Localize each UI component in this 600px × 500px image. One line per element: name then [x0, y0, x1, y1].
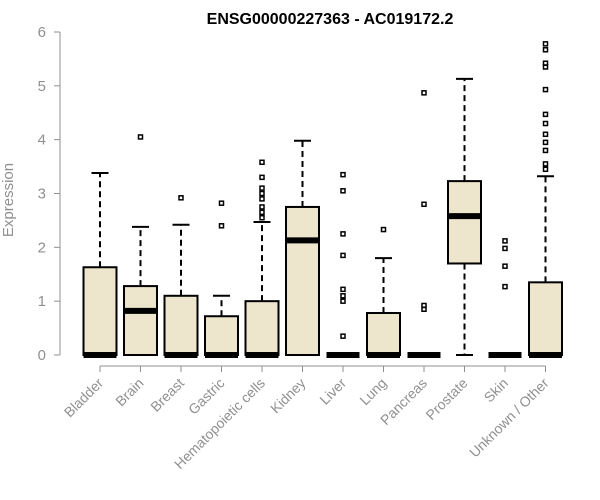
outlier-point	[502, 238, 508, 244]
x-tick-label: Prostate	[422, 375, 470, 423]
x-tick-label: Bladder	[61, 375, 107, 421]
box-group-prostate	[447, 77, 482, 356]
box-iqr	[528, 281, 563, 357]
x-tick-label: Kidney	[267, 375, 309, 417]
x-tick-label: Breast	[147, 375, 187, 415]
box-iqr	[447, 180, 482, 265]
outlier-point	[259, 214, 265, 221]
box-iqr	[82, 266, 118, 357]
box-group-hematopoietic-cells	[244, 159, 280, 358]
box-group-kidney	[285, 139, 320, 356]
outlier-point	[421, 302, 427, 309]
y-tick-label: 5	[38, 78, 46, 95]
y-tick-label: 2	[38, 239, 46, 256]
outlier-point	[542, 131, 549, 138]
box-group-liver	[326, 171, 360, 358]
outlier-point	[380, 226, 387, 233]
outlier-point	[259, 174, 265, 181]
y-tick-label: 1	[38, 293, 46, 310]
outlier-point	[340, 231, 346, 237]
outlier-point	[340, 188, 346, 194]
outlier-point	[259, 190, 265, 197]
box-iqr	[244, 300, 280, 356]
outlier-point	[542, 120, 549, 127]
outlier-point	[542, 60, 549, 66]
y-tick-label: 3	[38, 186, 46, 203]
outlier-point	[421, 90, 427, 96]
outlier-point	[542, 166, 549, 173]
outlier-point	[340, 171, 346, 178]
y-tick-label: 0	[38, 347, 46, 364]
outlier-point	[502, 283, 508, 290]
outlier-point	[542, 161, 549, 167]
outlier-point	[259, 204, 265, 210]
box-group-skin	[488, 238, 522, 358]
outlier-point	[137, 134, 144, 140]
x-tick-label: Liver	[316, 375, 349, 408]
outlier-point	[340, 252, 346, 259]
box-group-gastric	[204, 200, 239, 358]
outlier-point	[218, 223, 225, 229]
outlier-point	[502, 263, 508, 269]
outlier-point	[340, 293, 346, 299]
plot-area	[82, 41, 563, 358]
outlier-point	[421, 201, 427, 208]
outlier-point	[259, 196, 265, 202]
box-iqr	[285, 205, 320, 356]
outlier-point	[502, 245, 508, 252]
outlier-point	[259, 209, 265, 216]
box-group-breast	[163, 195, 199, 358]
y-tick-label: 6	[38, 24, 46, 41]
outlier-point	[340, 286, 346, 293]
outlier-point	[218, 200, 225, 206]
box-iqr	[204, 315, 239, 356]
outlier-point	[259, 185, 265, 191]
box-iqr	[366, 312, 401, 357]
box-iqr	[163, 294, 199, 356]
outlier-point	[340, 298, 346, 304]
x-tick-label: Lung	[356, 375, 389, 408]
outlier-point	[542, 41, 549, 47]
chart-title: ENSG00000227363 - AC019172.2	[207, 11, 454, 28]
outlier-point	[542, 111, 549, 118]
y-tick-label: 4	[38, 132, 46, 149]
y-axis-label: Expression	[0, 163, 17, 237]
box-iqr	[123, 285, 158, 356]
box-group-unknown-other	[528, 41, 563, 358]
box-group-bladder	[82, 172, 118, 358]
outlier-point	[542, 86, 549, 93]
outlier-point	[542, 147, 549, 154]
outlier-point	[542, 47, 549, 53]
x-tick-label: Skin	[481, 375, 512, 406]
box-group-brain	[123, 134, 158, 356]
x-tick-label: Brain	[112, 375, 146, 409]
outlier-point	[178, 195, 184, 201]
box-group-lung	[366, 226, 401, 358]
box-group-pancreas	[407, 90, 441, 358]
axes: 0 1 2 3 4 5 6	[38, 24, 546, 372]
outlier-point	[259, 159, 265, 166]
outlier-point	[340, 333, 346, 339]
outlier-point	[542, 139, 549, 146]
